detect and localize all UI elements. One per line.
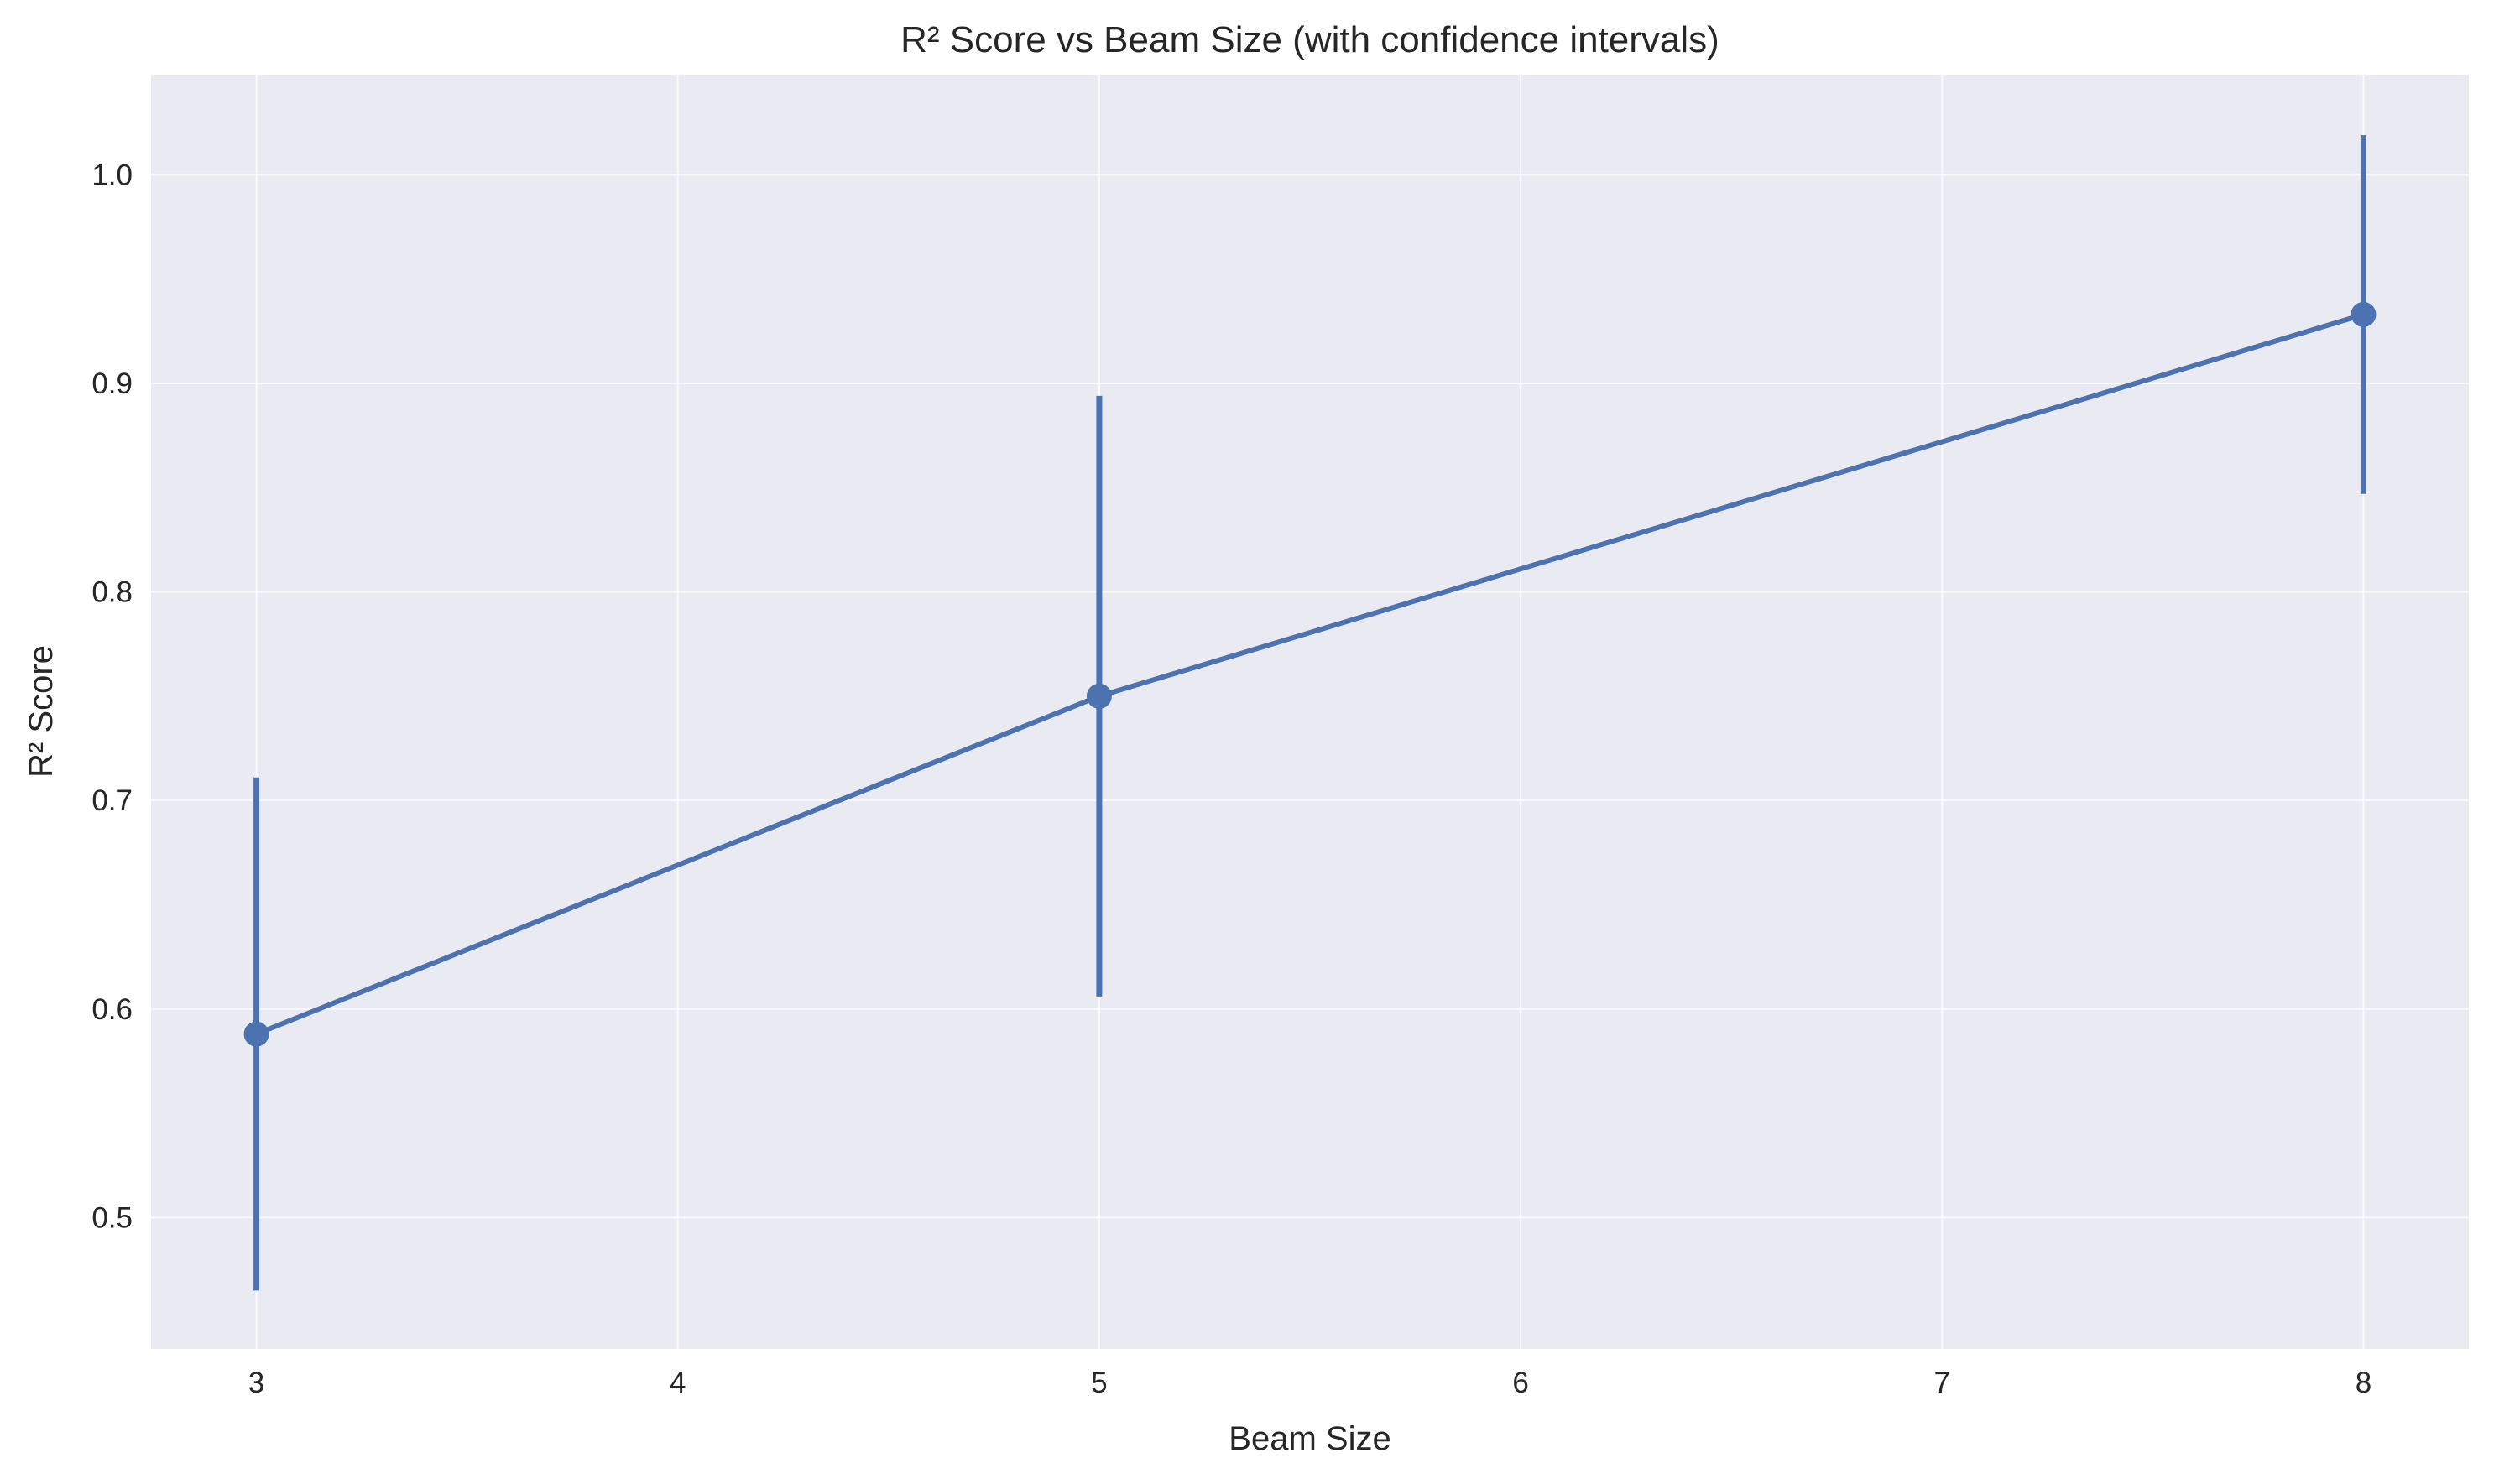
x-tick-label: 6 bbox=[1512, 1367, 1528, 1399]
x-tick-label: 5 bbox=[1091, 1367, 1107, 1399]
chart-title: R² Score vs Beam Size (with confidence i… bbox=[900, 19, 1719, 60]
x-tick-label: 3 bbox=[248, 1367, 264, 1399]
series bbox=[243, 301, 2377, 1047]
y-axis: 0.5 0.6 0.7 0.8 0.9 1.0 bbox=[91, 159, 133, 1234]
y-tick-label: 0.5 bbox=[91, 1201, 133, 1234]
y-tick-label: 1.0 bbox=[91, 159, 133, 191]
data-point bbox=[2351, 301, 2377, 327]
x-tick-label: 4 bbox=[670, 1367, 686, 1399]
y-tick-label: 0.6 bbox=[91, 993, 133, 1026]
x-tick-label: 8 bbox=[2356, 1367, 2371, 1399]
x-axis: 3 4 5 6 7 8 bbox=[248, 1367, 2371, 1399]
data-point bbox=[1086, 683, 1112, 709]
y-axis-label: R² Score bbox=[23, 645, 60, 778]
data-point bbox=[243, 1021, 269, 1047]
x-axis-label: Beam Size bbox=[1229, 1420, 1390, 1457]
x-tick-label: 7 bbox=[1934, 1367, 1950, 1399]
plot-area bbox=[151, 75, 2469, 1349]
y-tick-label: 0.7 bbox=[91, 784, 133, 817]
y-tick-label: 0.9 bbox=[91, 367, 133, 400]
y-tick-label: 0.8 bbox=[91, 576, 133, 609]
